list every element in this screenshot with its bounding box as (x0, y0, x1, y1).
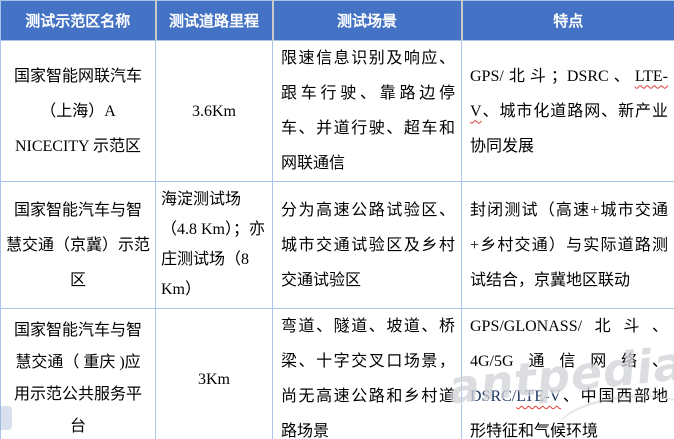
mileage-cell: 3Km (155, 308, 273, 439)
column-header-test-scenario: 测试场景 (272, 0, 463, 41)
zone-name-line: 国家智能网联汽车 (13, 67, 142, 85)
table-row-shanghai: 国家智能网联汽车 （上海）A NICECITY 示范区 3.6Km 限速信息识别… (0, 40, 674, 182)
features-cell: GPS/GLONASS/北斗、4G/5G通信网络、 DSRC/LTE-V、中国西部… (461, 308, 674, 439)
features-text-spellcheck: LTE-V (516, 388, 561, 405)
zone-name-line: （上海）A (40, 102, 116, 120)
features-text: GPS/GLONASS/北斗、4G/5G通信网络、 (470, 318, 668, 370)
features-text: 、中国西部地形特征和气候环境 (470, 388, 668, 439)
scenario-cell: 弯道、隧道、坡道、桥梁、十字交叉口场景，尚无高速公路和乡村道路场景 (272, 308, 462, 439)
zone-name-line: 用示范公共服务平 (13, 386, 142, 403)
table-row-jingji: 国家智能汽车与智 慧交通（京冀）示范 区 海淀测试场 （4.8 Km）；亦 庄测… (0, 181, 674, 309)
scenario-cell: 分为高速公路试验区、城市交通试验区及乡村交通试验区 (272, 181, 462, 309)
zone-name-line: NICECITY 示范区 (14, 137, 142, 155)
zone-name-cell: 国家智能网联汽车 （上海）A NICECITY 示范区 (0, 40, 156, 182)
zone-name-cell: 国家智能汽车与智 慧交通（京冀）示范 区 (0, 181, 156, 309)
scenario-cell: 限速信息识别及响应、跟车行驶、靠路边停车、并道行驶、超车和网联通信 (272, 40, 462, 182)
mileage-line: （4.8 Km）；亦 (161, 221, 266, 238)
mileage-line: 海淀测试场 (161, 191, 242, 208)
table-row-chongqing: 国家智能汽车与智 慧交通（ 重庆 )应 用示范公共服务平 台 3Km 弯道、隧道… (0, 308, 674, 439)
mileage-cell: 海淀测试场 （4.8 Km）；亦 庄测试场（8 Km） (155, 181, 273, 309)
mileage-value: 3Km (198, 370, 230, 388)
zone-name-line: 国家智能汽车与智 (13, 201, 142, 219)
zone-name-line: 区 (69, 271, 86, 289)
table-header-row: 测试示范区名称 测试道路里程 测试场景 特点 (0, 0, 674, 41)
mileage-line: 庄测试场（8 (161, 251, 250, 268)
features-cell: 封闭测试（高速+城市交通+乡村交通）与实际道路测试结合，京冀地区联动 (461, 181, 674, 309)
features-text-latin: DSRC/ (470, 388, 517, 405)
zone-name-line: 台 (69, 418, 86, 435)
mileage-value: 3.6Km (192, 102, 236, 120)
features-text: 封闭测试（高速+城市交通+乡村交通）与实际道路测试结合，京冀地区联动 (470, 201, 668, 289)
features-text: 、城市化道路网、新产业协同发展 (470, 102, 668, 155)
zone-name-line: 国家智能汽车与智 (13, 322, 142, 339)
column-header-features: 特点 (461, 0, 674, 41)
mileage-cell: 3.6Km (155, 40, 273, 182)
zone-name-line: 慧交通（京冀）示范 (5, 236, 150, 254)
features-text-spellcheck: LTE-V (470, 67, 668, 120)
column-header-road-mileage: 测试道路里程 (155, 0, 274, 41)
features-cell: GPS/北斗；DSRC、LTE-V、城市化道路网、新产业协同发展 (461, 40, 674, 182)
mileage-line: Km） (161, 281, 202, 298)
zone-name-cell: 国家智能汽车与智 慧交通（ 重庆 )应 用示范公共服务平 台 (0, 308, 156, 439)
zone-name-line: 慧交通（ 重庆 )应 (15, 354, 141, 371)
features-text: GPS/北斗；DSRC、 (470, 67, 635, 85)
column-header-zone-name: 测试示范区名称 (0, 0, 157, 41)
